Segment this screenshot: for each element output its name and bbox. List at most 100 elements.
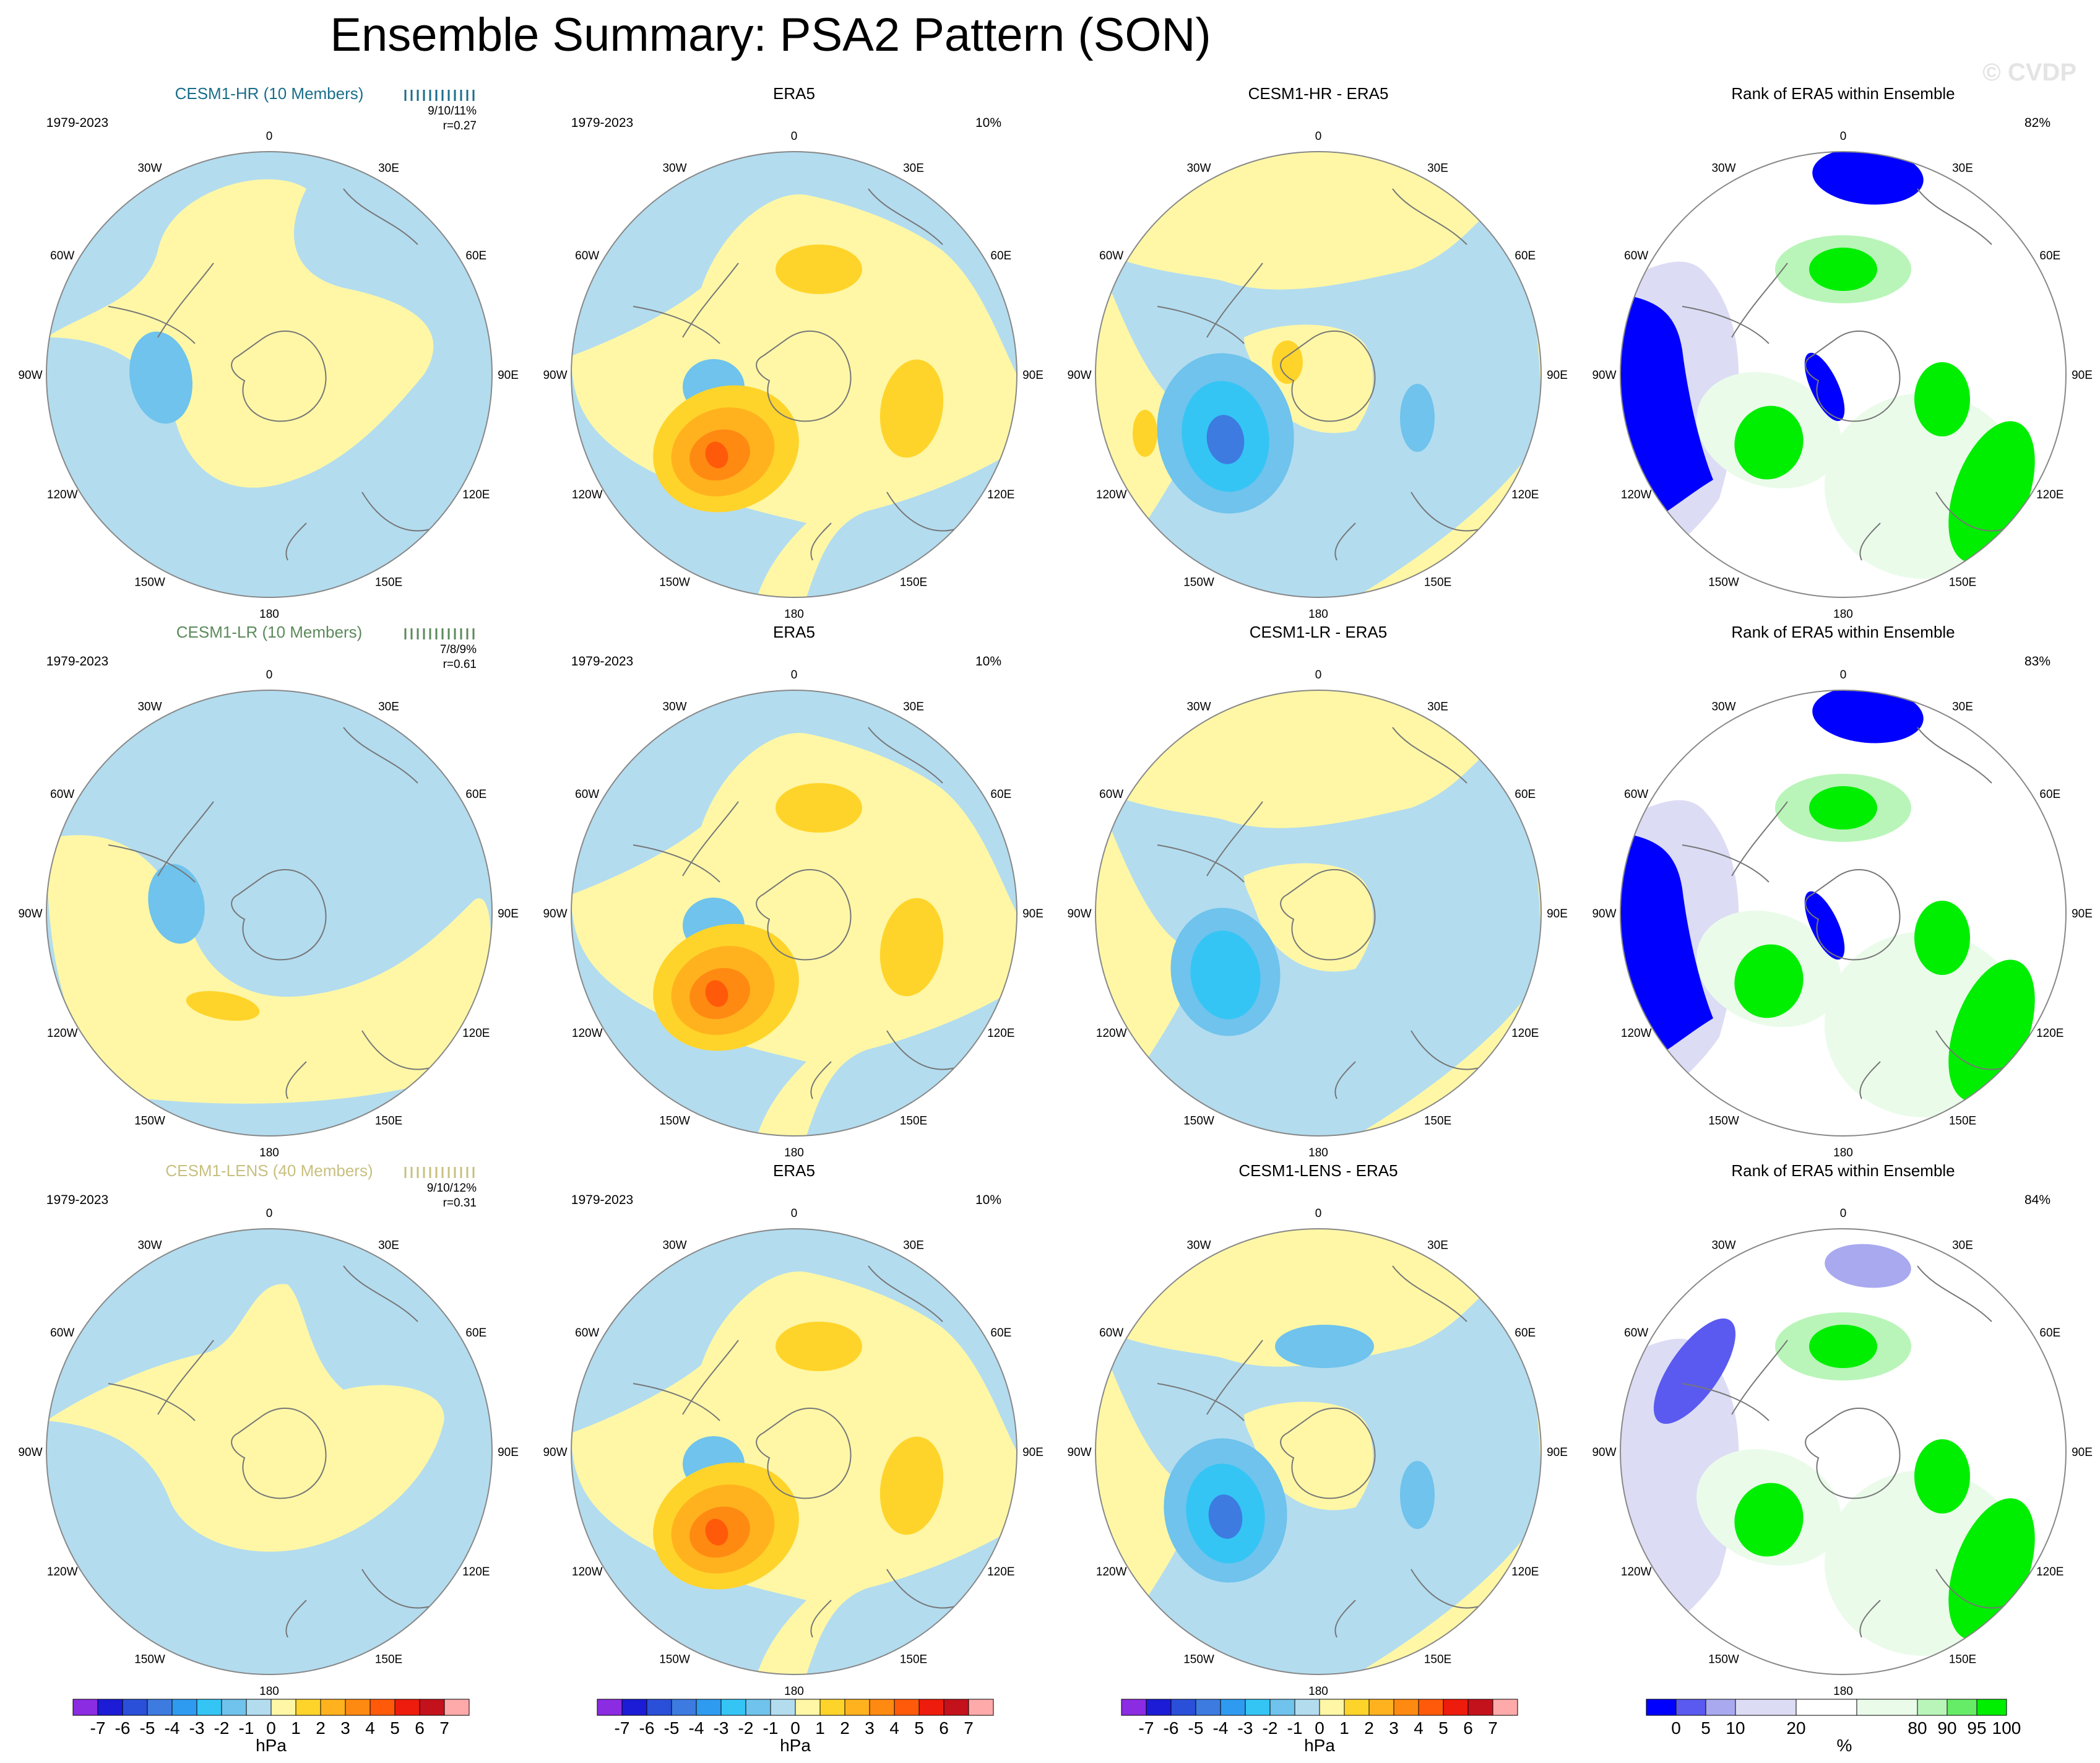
- pct-explained: 9/10/11%: [428, 105, 477, 118]
- lon-label: 120W: [47, 488, 78, 501]
- colorbar-tick: 20: [1786, 1718, 1805, 1738]
- lon-label: 30E: [903, 1239, 924, 1252]
- colorbar-tick: -1: [239, 1718, 254, 1738]
- lon-label: 90E: [2072, 369, 2093, 382]
- lon-label: 150E: [1949, 1653, 1976, 1666]
- lon-label: 60W: [1099, 1327, 1123, 1340]
- lon-label: 60W: [575, 1327, 599, 1340]
- lon-label: 90E: [1022, 907, 1044, 920]
- pct-colorbar: 0 5 10 20 80 90 95 100%: [1646, 1699, 2021, 1755]
- continent-coastlines: [285, 188, 431, 561]
- lon-label: 60E: [1515, 249, 1536, 262]
- map-panel-r3-c2: 0 30E 60E 90E 120E 150E 180 150W 120W 90W 60W 30W ER…: [543, 1161, 1043, 1698]
- positive-center-indian-ocean: [879, 898, 944, 997]
- lon-label: 180: [1308, 1146, 1328, 1159]
- rank-100-region-south: [1734, 944, 1804, 1018]
- lon-label: 150E: [1424, 576, 1451, 589]
- pct-explained: 10%: [975, 116, 1001, 130]
- lon-label: 30E: [378, 701, 399, 714]
- lon-label: 120E: [462, 488, 490, 501]
- lon-label: 150E: [1949, 576, 1976, 589]
- rank-100-region: [1809, 786, 1877, 830]
- model-title: CESM1-LENS (40 Members): [165, 1161, 373, 1180]
- lon-label: 0: [266, 669, 273, 682]
- colorbar-tick: 3: [340, 1718, 350, 1738]
- colorbar-tick: 80: [1908, 1718, 1927, 1738]
- colorbar-tick: 4: [889, 1718, 899, 1738]
- model-title: CESM1-LR (10 Members): [176, 623, 363, 641]
- lon-label: 30W: [137, 1239, 162, 1252]
- colorbar-swatch: [369, 1699, 395, 1716]
- positive-center-africa: [776, 783, 862, 833]
- antarctica-coastline: [1280, 1407, 1376, 1499]
- south-america-coastline: [1157, 801, 1263, 883]
- south-america-coastline: [1157, 262, 1263, 344]
- negative-center-north: [1275, 1325, 1374, 1368]
- lon-label: 120E: [2036, 488, 2063, 501]
- lon-label: 30W: [662, 162, 686, 175]
- lon-label: 120E: [1511, 1027, 1539, 1040]
- lon-label: 150W: [1708, 1114, 1739, 1127]
- figure-title: Ensemble Summary: PSA2 Pattern (SON): [330, 9, 1211, 61]
- lon-label: 0: [1315, 1207, 1322, 1220]
- colorbar-swatch: [221, 1699, 247, 1716]
- lon-label: 60E: [465, 1327, 486, 1340]
- rank-pct: 83%: [2024, 654, 2050, 669]
- colorbar-swatch: [1245, 1699, 1271, 1716]
- lon-label: 60W: [50, 788, 74, 801]
- colorbar-swatch: [1368, 1699, 1394, 1716]
- colorbar-tick: 7: [1488, 1718, 1498, 1738]
- rank-pct: 84%: [2024, 1193, 2050, 1207]
- colorbar-swatch: [968, 1699, 994, 1716]
- map-boundary: [1620, 151, 2067, 598]
- colorbar-label: %: [1837, 1736, 1852, 1755]
- antarctica-coastline: [1805, 330, 1901, 422]
- map-panel-r1-c3: 0 30E 60E 90E 120E 150E 180 150W 120W 90W 60W 30W CE…: [1067, 84, 1567, 621]
- south-america-coastline: [633, 801, 739, 883]
- lon-label: 180: [784, 1146, 804, 1159]
- continent-coastlines: [810, 727, 956, 1099]
- lon-label: 90W: [18, 907, 42, 920]
- rank-100-region-south: [1734, 1483, 1804, 1557]
- colorbar-tick: 4: [1414, 1718, 1424, 1738]
- positive-anomaly-region: [46, 1284, 444, 1552]
- positive-center-indian-ocean: [879, 1436, 944, 1535]
- colorbar-swatch: [1947, 1699, 1977, 1716]
- colorbar-tick: 7: [439, 1718, 449, 1738]
- lon-label: 60W: [50, 1327, 74, 1340]
- lon-label: 150W: [134, 1114, 165, 1127]
- lon-label: 90W: [543, 907, 567, 920]
- colorbar-swatch: [1492, 1699, 1518, 1716]
- panel-title: Rank of ERA5 within Ensemble: [1731, 1161, 1955, 1180]
- colorbar-label: hPa: [1304, 1736, 1335, 1755]
- lon-label: 90E: [1547, 907, 1568, 920]
- lon-label: 60E: [1515, 1327, 1536, 1340]
- negative-center: [129, 331, 192, 424]
- colorbar-swatch: [1735, 1699, 1797, 1716]
- colorbar-swatch: [646, 1699, 672, 1716]
- lon-label: 150E: [900, 1114, 927, 1127]
- lon-label: 30W: [662, 701, 686, 714]
- colorbar-swatch: [246, 1699, 272, 1716]
- lon-label: 60E: [2039, 1327, 2060, 1340]
- period-label: 1979-2023: [46, 654, 108, 669]
- south-america-coastline: [633, 262, 739, 344]
- positive-center: [705, 980, 728, 1007]
- continent-coastlines: [1859, 1265, 2005, 1638]
- lon-label: 120W: [1096, 1027, 1127, 1040]
- colorbar-swatch: [894, 1699, 920, 1716]
- lon-label: 60W: [50, 249, 74, 262]
- colorbar-swatch: [1170, 1699, 1196, 1716]
- map-boundary: [46, 1228, 493, 1675]
- rank-100-region: [1809, 248, 1877, 291]
- pct-explained: 7/8/9%: [440, 643, 477, 656]
- lon-label: 120E: [1511, 488, 1539, 501]
- continent-coastlines: [810, 1265, 956, 1638]
- colorbar-swatch: [320, 1699, 346, 1716]
- positive-anomaly-region: [571, 733, 1017, 1136]
- colorbar-tick: 1: [1339, 1718, 1349, 1738]
- colorbar-swatch: [270, 1699, 296, 1716]
- colorbar-swatch: [819, 1699, 845, 1716]
- colorbar-tick: 6: [415, 1718, 425, 1738]
- colorbar-swatch: [844, 1699, 870, 1716]
